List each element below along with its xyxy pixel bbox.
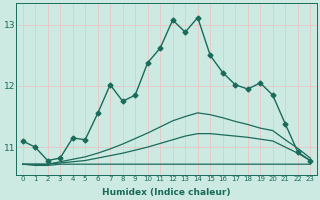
- X-axis label: Humidex (Indice chaleur): Humidex (Indice chaleur): [102, 188, 231, 197]
